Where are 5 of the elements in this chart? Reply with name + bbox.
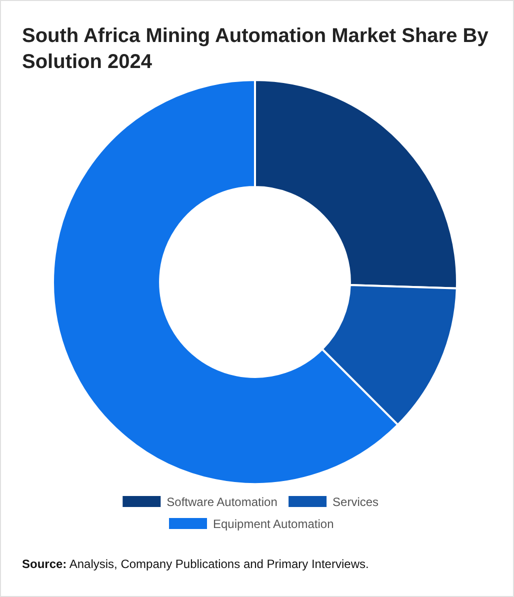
source-note: Source: Analysis, Company Publications and Primary Interviews. [22,557,369,571]
legend-label: Software Automation [166,495,278,509]
legend-label: Equipment Automation [213,517,334,531]
legend-label: Services [332,495,379,509]
chart-title: South Africa Mining Automation Market Share By Solution 2024 [22,25,490,73]
